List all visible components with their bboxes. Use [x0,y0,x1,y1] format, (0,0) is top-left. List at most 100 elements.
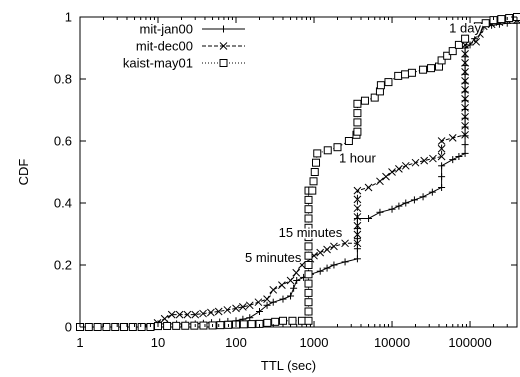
square-marker [353,109,362,118]
cross-marker [476,30,484,38]
plus-marker [438,173,446,181]
cross-marker [461,103,469,112]
square-marker [255,319,264,328]
plus-marker [269,298,277,306]
plus-marker [402,199,410,207]
plus-marker [395,202,403,210]
plus-marker [341,258,349,266]
annotation-label: 5 minutes [245,250,302,265]
square-marker [190,321,199,330]
cross-marker-b [472,37,481,46]
plus-marker [316,267,324,275]
plus-marker [353,255,361,263]
cross-marker [219,42,228,50]
cross-marker [286,276,295,285]
square-marker [323,146,332,155]
cross-marker-b [239,302,247,311]
cross-marker [353,195,362,204]
annotation-label: 1 hour [339,151,377,166]
series-line-mit-jan00 [80,22,517,328]
plus-marker [246,314,254,322]
plus-marker [279,295,287,303]
legend-entry-mit-dec00: mit-dec00 [136,39,245,54]
square-marker [304,307,313,316]
cross-marker [245,301,254,310]
cross-marker [461,77,469,85]
cross-marker [420,156,429,165]
square-marker [505,14,514,23]
cross-marker-b [353,204,362,213]
square-marker [239,320,248,329]
cross-marker [278,281,286,290]
cross-marker-b [353,239,362,248]
square-marker [312,158,321,167]
square-marker [353,118,362,127]
cross-marker [461,85,469,94]
legend-label: kaist-may01 [123,56,193,71]
series-line-mit-dec00 [80,19,517,328]
square-marker [304,214,313,223]
y-tick-label: 1 [65,10,72,25]
cross-marker-b [353,186,362,195]
square-marker [384,78,393,87]
square-marker [370,93,379,102]
cross-marker [316,248,325,257]
cross-marker-b [461,68,469,76]
plot-frame [79,16,518,328]
cross-marker-b [461,130,469,139]
square-marker [304,288,313,297]
square-marker [304,261,313,269]
plus-marker [410,196,418,204]
plus-marker [290,284,298,292]
cross-marker-b [183,310,192,319]
x-tick-label: 10000 [374,335,410,350]
y-tick-label: 0 [65,320,72,335]
cross-marker [160,314,169,323]
cross-marker [461,94,469,103]
square-marker [454,40,463,49]
square-marker [353,99,362,108]
plus-marker [449,156,457,164]
cross-marker [388,168,396,176]
square-marker [102,323,111,331]
plus-marker [263,301,271,309]
legend-entry-kaist-may01: kaist-may01 [123,56,245,71]
square-marker [297,316,306,325]
cross-marker [448,134,457,142]
cross-marker [353,239,362,248]
x-tick-label: 100000 [448,335,491,350]
cross-marker [214,307,223,316]
cross-marker-b [298,261,306,269]
square-marker [247,320,256,329]
y-tick-label: 0.2 [54,258,72,273]
square-marker [93,323,102,331]
square-marker [313,149,322,158]
cross-marker-b [219,42,228,50]
cross-marker [175,310,184,319]
cross-marker-b [316,248,325,257]
cross-marker-b [461,112,469,121]
cross-marker-b [382,172,390,181]
x-axis-title: TTL (sec) [261,358,316,373]
plus-marker [376,208,384,216]
cross-marker-b [461,77,469,85]
square-marker [304,195,313,204]
plot-border [79,16,518,328]
cross-marker-b [199,309,207,318]
cross-marker-b [353,195,362,204]
cross-marker-b [420,156,429,165]
plus-marker [438,162,446,170]
plus-marker [287,292,295,300]
plus-marker [255,308,263,315]
cross-marker [461,130,469,139]
x-tick-label: 1 [76,335,83,350]
square-marker [137,323,146,331]
y-tick-label: 0.4 [54,196,72,211]
square-marker [304,251,313,260]
cross-marker-b [167,310,176,319]
square-marker [394,71,403,80]
cross-marker [461,68,469,76]
cross-marker-b [461,121,469,130]
cross-marker-b [223,306,232,314]
